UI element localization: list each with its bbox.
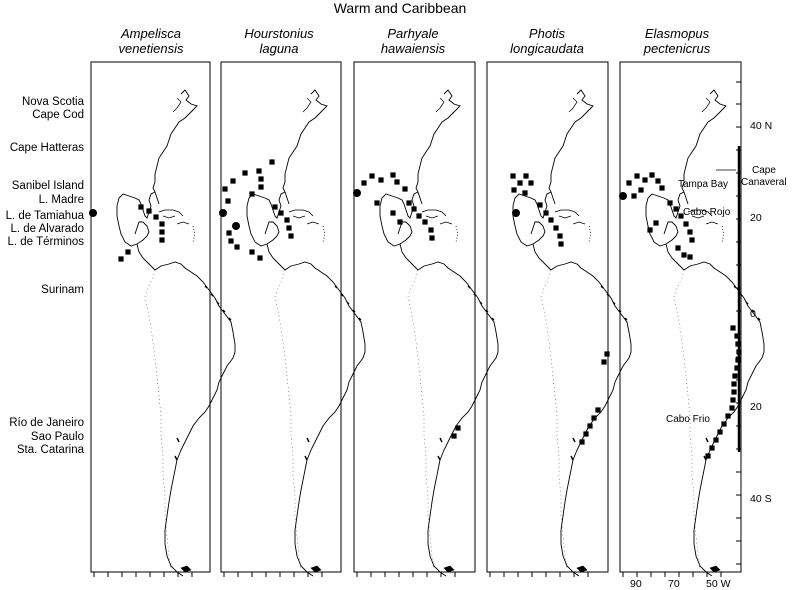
type-locality-marker (89, 209, 97, 217)
inset-label-cabo-frio: Cabo Frio (666, 414, 710, 425)
location-labels: Nova Scotia Cape Cod Cape Hatteras Sanib… (0, 0, 84, 590)
latitude-label: 0 (750, 308, 756, 320)
longitude-label: 50 W (706, 578, 731, 590)
bottom-ticks (93, 572, 722, 577)
panel-title-4: Photis longicaudata (482, 26, 612, 56)
occurrence-markers-2 (219, 159, 294, 261)
location-label: Cape Hatteras (9, 142, 84, 154)
latitude-label: 20 (750, 212, 762, 224)
panel-frame-3 (353, 61, 476, 573)
location-label: L. de Alvarado (10, 223, 84, 235)
panel-frame-5 (619, 61, 742, 573)
panel-frame-2 (220, 61, 342, 573)
panel-title-2: Hourstonius laguna (214, 26, 344, 56)
coastline-map-2 (246, 89, 366, 577)
latitude-label: 20 (750, 401, 762, 413)
panel-title-5: Elasmopus pectenicrus (612, 26, 742, 56)
location-label: Surinam (41, 284, 84, 296)
inset-label-cape: Cape (752, 165, 776, 176)
panel-title-species: longicaudata (510, 41, 584, 56)
location-label: L. de Términos (7, 236, 85, 248)
location-label: Nova Scotia (21, 96, 84, 108)
panel-title-species: venetiensis (118, 41, 184, 56)
location-label: Sao Paulo (30, 431, 84, 443)
latitude-label: 40 N (750, 120, 773, 132)
latitude-label: 40 S (750, 493, 772, 505)
location-label: Río de Janeiro (9, 417, 84, 429)
panel-frame-1 (90, 61, 211, 573)
panel-title-genus: Hourstonius (244, 26, 314, 41)
location-label: Sta. Catarina (16, 444, 84, 456)
panel-title-1: Ampelisca venetiensis (86, 26, 216, 56)
location-label: Cape Cod (32, 109, 84, 121)
occurrence-markers-4 (510, 173, 610, 445)
panel-frame-4 (486, 61, 609, 573)
location-label: L. de Tamiahua (5, 210, 84, 222)
panel-title-genus: Photis (528, 26, 566, 41)
panel-title-species: hawaiensis (380, 41, 446, 56)
figure-title: Warm and Caribbean (333, 0, 467, 16)
inset-label-canaveral: Canaveral (741, 177, 787, 188)
coastline-map-3 (379, 89, 499, 577)
panel-title-species: pectenicrus (643, 41, 711, 56)
inset-label-tampa-bay: Tampa Bay (678, 179, 729, 190)
panel-title-genus: Elasmopus (644, 26, 710, 41)
panel-title-genus: Parhyale (387, 26, 439, 41)
longitude-label: 90 (630, 578, 642, 590)
coastline-map-4 (512, 89, 632, 577)
location-label: L. Madre (38, 194, 84, 206)
panel-title-genus: Ampelisca (121, 26, 181, 41)
coastline-map-5 (645, 89, 765, 577)
occurrence-markers-1 (89, 204, 165, 262)
inset-label-cabo-rojo: Cabo Rojo (683, 207, 731, 218)
longitude-label: 70 (668, 578, 680, 590)
coastline-map-1 (116, 89, 236, 577)
panel-title-3: Parhyale hawaiensis (348, 26, 478, 56)
occurrence-markers-5 (619, 172, 742, 459)
occurrence-markers-3 (353, 172, 461, 439)
panel-title-species: laguna (259, 41, 299, 56)
location-label: Sanibel Island (11, 180, 84, 192)
